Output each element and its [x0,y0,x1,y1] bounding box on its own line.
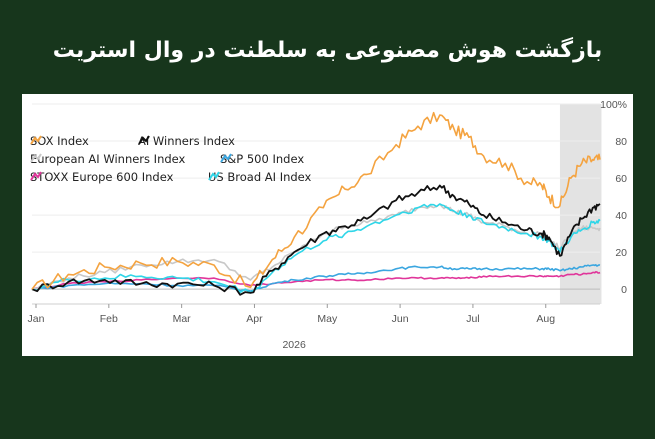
shaded-period [559,104,602,304]
x-tick-label: Jun [392,313,409,325]
x-tick-label: Jul [466,313,479,325]
y-tick-label: 40 [615,210,627,222]
x-axis-year-label: 2026 [282,339,306,351]
x-tick-label: Jan [28,313,45,325]
legend-item-2: European AI Winners Index [30,152,185,166]
x-tick-label: Mar [173,313,192,325]
series-line-3 [31,264,601,292]
legend-item-4: STOXX Europe 600 Index [30,170,173,184]
legend-swatch [208,171,220,181]
legend-item-0: SOX Index [30,134,89,148]
legend-swatch [30,135,42,145]
legend-label: S&P 500 Index [220,152,305,166]
legend-swatch [30,171,42,181]
legend-label: US Broad AI Index [208,170,312,184]
x-tick-label: Apr [246,313,263,325]
legend-label: European AI Winners Index [30,152,186,166]
y-tick-label: 0 [621,284,627,296]
y-tick-label: 60 [615,173,627,185]
legend-item-5: US Broad AI Index [208,170,311,184]
chart-panel: 0 20 40 60 80 100% Jan Feb Mar Apr May Jun Jul Aug 202… [22,94,633,356]
legend-label: STOXX Europe 600 Index [30,170,174,184]
legend-label: SOX Index [30,134,89,148]
chart-title: بازگشت هوش مصنوعی به سلطنت در وال استریت [52,38,603,63]
legend-swatch [138,135,150,145]
legend-swatch [220,153,232,163]
legend-swatch [30,153,42,163]
legend-item-1: AI Winners Index [138,134,235,148]
x-tick-label: Aug [536,313,555,325]
legend-item-3: S&P 500 Index [220,152,304,166]
series-line-0 [31,111,601,290]
y-tick-label: 20 [615,247,627,259]
x-tick-label: May [317,313,338,325]
y-tick-label: 80 [615,136,627,148]
y-tick-label: 100% [600,99,627,111]
series-line-1 [31,184,601,296]
legend-label: AI Winners Index [138,134,235,148]
chart-svg: 0 20 40 60 80 100% Jan Feb Mar Apr May Jun Jul Aug 202… [28,99,628,351]
x-tick-label: Feb [100,313,118,325]
